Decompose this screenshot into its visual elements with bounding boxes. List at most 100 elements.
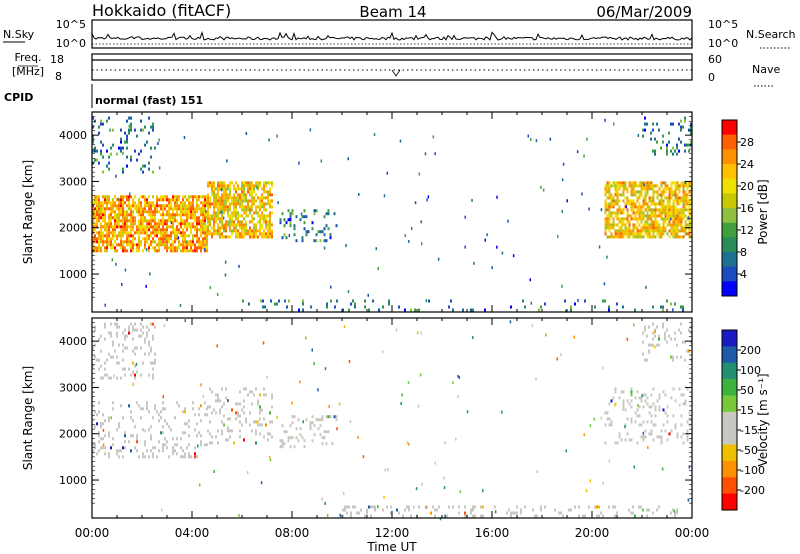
- velocity-cell: [120, 376, 122, 380]
- velocity-cell: [616, 441, 619, 445]
- power-y-tick-label: 1000: [59, 268, 87, 281]
- velocity-cell: [110, 355, 112, 359]
- velocity-cell: [291, 415, 294, 419]
- velocity-cell: [128, 404, 130, 408]
- power-cell: [178, 198, 180, 202]
- velocity-cell: [684, 358, 686, 362]
- power-cell: [630, 184, 633, 188]
- power-cell: [345, 244, 347, 247]
- power-cell: [92, 125, 94, 129]
- velocity-cell: [652, 387, 655, 391]
- power-cell: [267, 220, 269, 224]
- velocity-cell: [297, 418, 300, 422]
- power-cell: [150, 231, 152, 235]
- power-cell: [98, 243, 100, 247]
- power-cell: [217, 226, 219, 230]
- velocity-cell: [646, 508, 648, 512]
- power-cell: [672, 205, 675, 209]
- power-cell: [166, 213, 168, 217]
- power-cell: [288, 234, 291, 237]
- velocity-cell: [443, 486, 446, 490]
- velocity-cell: [315, 418, 318, 422]
- power-cell: [608, 184, 611, 188]
- power-cell: [668, 229, 671, 233]
- power-cell: [271, 181, 273, 185]
- velocity-cell: [630, 390, 633, 394]
- velocity-cell: [162, 425, 164, 429]
- power-cell: [196, 237, 198, 241]
- power-cell: [237, 202, 239, 206]
- power-cell: [160, 228, 162, 232]
- velocity-cell: [418, 505, 420, 509]
- power-cell: [604, 190, 607, 194]
- power-cell: [158, 243, 160, 247]
- power-cell: [110, 237, 112, 241]
- velocity-cell: [333, 415, 336, 419]
- velocity-cell: [142, 361, 144, 365]
- power-cell: [142, 210, 144, 214]
- power-cell: [358, 193, 360, 196]
- power-cell: [140, 222, 142, 226]
- velocity-cell: [246, 471, 249, 474]
- power-cell: [202, 216, 204, 220]
- power-cell: [654, 137, 656, 141]
- power-cell: [265, 202, 267, 206]
- power-cell: [274, 302, 276, 306]
- power-cell: [124, 249, 126, 253]
- power-cell: [253, 217, 255, 221]
- velocity-cell: [134, 346, 136, 350]
- velocity-colorbar-title: Velocity [m s⁻¹]: [756, 373, 770, 466]
- power-cell: [100, 216, 102, 220]
- power-cell: [652, 128, 654, 132]
- power-cell: [642, 217, 645, 221]
- power-cell: [170, 249, 172, 253]
- power-cell: [202, 243, 204, 247]
- velocity-cell: [239, 435, 241, 439]
- velocity-cell: [188, 452, 190, 456]
- power-cell: [136, 207, 138, 211]
- power-cell: [108, 225, 110, 229]
- velocity-cell: [319, 418, 322, 422]
- power-cell: [198, 198, 200, 202]
- power-cell: [472, 308, 474, 312]
- velocity-cell: [377, 505, 379, 509]
- power-cell: [262, 299, 264, 303]
- power-cell: [194, 207, 196, 211]
- power-cell: [166, 240, 168, 244]
- power-cell: [202, 219, 204, 223]
- power-cell: [148, 219, 150, 223]
- power-cell: [146, 237, 148, 241]
- power-cell: [219, 208, 221, 212]
- power-cell: [239, 223, 241, 227]
- power-cell: [640, 187, 643, 191]
- power-cell: [654, 223, 657, 227]
- velocity-colorbar-swatch: [722, 395, 737, 413]
- power-cell: [104, 201, 106, 205]
- power-cell: [674, 232, 677, 236]
- power-cell: [660, 190, 663, 194]
- velocity-cell: [540, 505, 542, 509]
- power-colorbar-swatch: [722, 237, 737, 253]
- velocity-cell: [156, 410, 158, 414]
- power-cell: [188, 204, 190, 208]
- power-cell: [674, 229, 677, 233]
- power-cell: [92, 243, 94, 247]
- power-cell: [257, 220, 259, 224]
- velocity-cell: [642, 331, 644, 335]
- power-cell: [325, 239, 328, 243]
- power-cell: [510, 305, 512, 309]
- power-cell: [249, 226, 251, 230]
- power-cell: [106, 119, 108, 123]
- velocity-cell: [357, 436, 359, 439]
- power-cell: [219, 229, 221, 233]
- velocity-cell: [670, 337, 672, 341]
- power-cell: [632, 190, 635, 194]
- power-cell: [211, 217, 213, 221]
- velocity-cell: [279, 439, 282, 443]
- power-cell: [680, 305, 682, 309]
- power-cell: [249, 211, 251, 215]
- velocity-cell: [348, 505, 350, 509]
- power-cell: [104, 303, 106, 307]
- velocity-cell: [642, 420, 645, 424]
- power-cell: [158, 222, 160, 226]
